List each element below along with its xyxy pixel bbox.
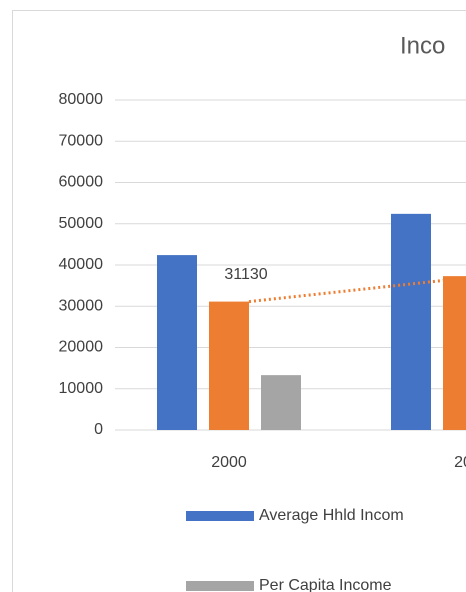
bar [157,255,197,430]
bar [391,213,431,430]
y-tick-label: 60000 [59,174,104,191]
y-tick-label: 20000 [59,339,104,356]
x-tick-label: 2000 [211,454,247,471]
y-tick-label: 30000 [59,297,104,314]
chart-border [12,10,466,592]
bar [443,276,466,430]
legend-swatch [186,511,254,521]
x-tick-label: 20 [454,454,466,471]
legend-label: Average Hhld Incom [259,507,404,524]
y-tick-label: 0 [94,421,103,438]
chart-title: Inco [400,32,445,59]
trendline [248,276,466,304]
legend-label: Per Capita Income [259,577,392,592]
y-tick-label: 40000 [59,256,104,273]
data-label: 31130 [224,266,267,283]
bar [261,375,301,430]
bar [209,301,249,430]
legend-swatch [186,581,254,591]
y-tick-label: 80000 [59,91,104,108]
y-tick-label: 50000 [59,215,104,232]
y-tick-label: 10000 [59,380,104,397]
y-tick-label: 70000 [59,132,104,149]
